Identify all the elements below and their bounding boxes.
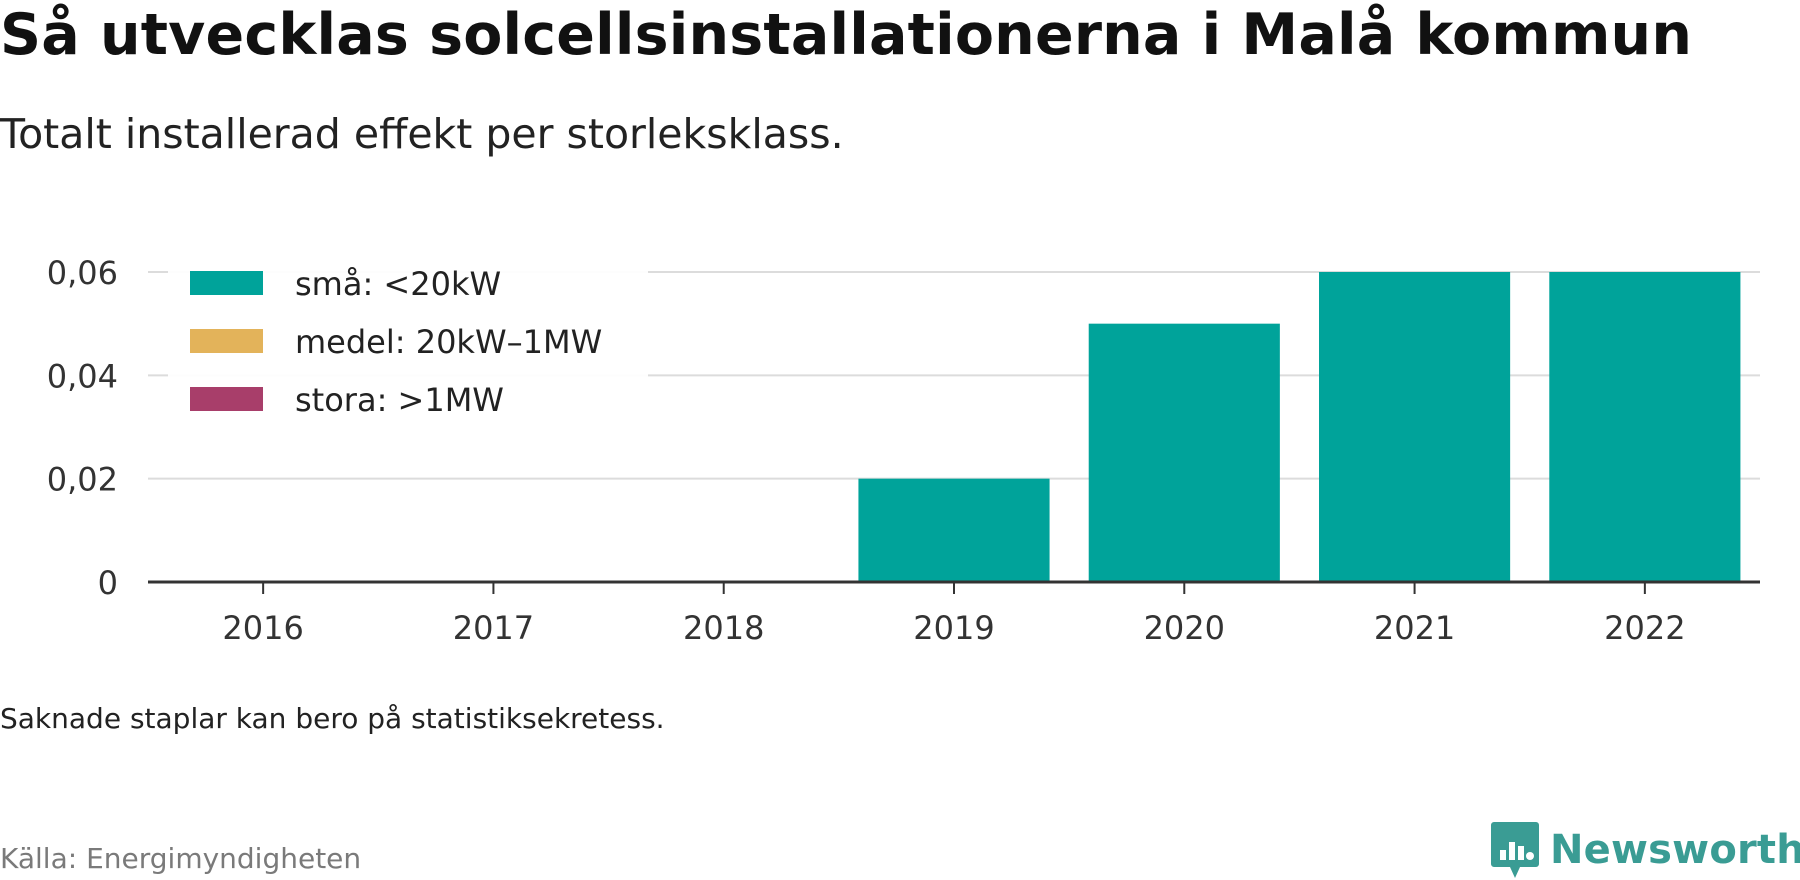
legend-label: stora: >1MW [295,381,504,419]
legend: små: <20kW medel: 20kW–1MW stora: >1MW [168,258,648,428]
y-tick-label: 0,02 [47,461,118,499]
x-tick-label: 2021 [1374,609,1455,647]
axes: 0 0,02 0,04 0,06 2016 2017 2018 2019 2020 2021 202… [47,254,1760,647]
x-tick-label: 2022 [1604,609,1685,647]
legend-label: medel: 20kW–1MW [295,323,602,361]
bars [858,272,1741,582]
footnote: Saknade staplar kan bero på statistiksek… [0,702,665,735]
bar [1088,323,1280,582]
x-tick-label: 2016 [222,609,303,647]
x-tick-label: 2018 [683,609,764,647]
y-tick-label: 0 [98,564,118,602]
legend-label: små: <20kW [295,265,501,303]
bar [1319,272,1511,582]
legend-swatch [190,387,263,411]
chart-subtitle: Totalt installerad effekt per storlekskl… [0,110,844,158]
newsworthy-logo-icon [1491,822,1539,878]
legend-swatch [190,329,263,353]
x-tick-label: 2020 [1144,609,1225,647]
brand-name: Newsworthy [1550,827,1800,873]
bar [858,478,1050,582]
y-tick-label: 0,06 [47,254,118,292]
chart-title: Så utvecklas solcellsinstallationerna i … [0,2,1693,68]
source-text: Källa: Energimyndigheten [0,842,362,875]
brand-logo: Newsworthy [1490,820,1800,880]
bar [1549,272,1741,582]
legend-swatch [190,271,263,295]
x-tick-label: 2019 [913,609,994,647]
y-tick-label: 0,04 [47,357,118,395]
bar-chart: 0 0,02 0,04 0,06 2016 2017 2018 2019 2020 2021 202… [47,254,1760,647]
x-tick-label: 2017 [453,609,534,647]
